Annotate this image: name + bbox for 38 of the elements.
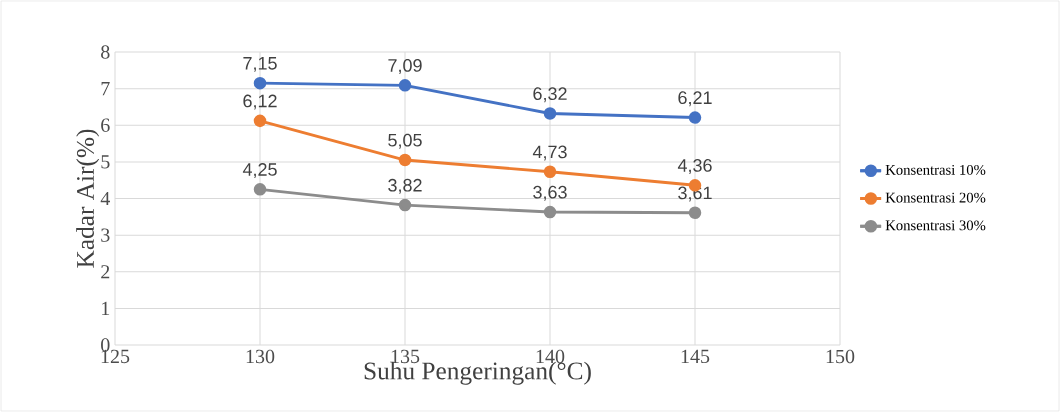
- point: [543, 205, 557, 219]
- data-label: 3,63: [533, 185, 567, 201]
- y-tick-label: 8: [101, 45, 110, 59]
- y-tick-label: 2: [101, 265, 110, 279]
- x-tick-label: 150: [826, 349, 855, 364]
- legend-label: Konsentrasi 10%: [885, 164, 986, 175]
- point: [398, 79, 412, 92]
- y-tick-label: 3: [101, 228, 110, 242]
- data-label: 4,73: [532, 145, 567, 161]
- x-tick-label: 140: [536, 349, 565, 364]
- y-tick-label: 5: [101, 155, 110, 169]
- point: [543, 165, 557, 179]
- point: [688, 111, 702, 124]
- y-tick-label: 7: [101, 82, 110, 96]
- point: [543, 107, 557, 120]
- y-tick-label: 6: [101, 118, 110, 132]
- y-tick-label: 4: [100, 191, 110, 206]
- point: [253, 76, 267, 90]
- data-label: 6,12: [243, 94, 277, 110]
- x-tick-label: 130: [246, 349, 275, 364]
- data-label: 7,09: [388, 59, 422, 74]
- y-tick-label: 1: [102, 301, 110, 315]
- x-tick-label: 145: [681, 349, 710, 364]
- point: [253, 114, 267, 128]
- point: [398, 153, 412, 167]
- legend-label: Konsentrasi 20%: [885, 192, 986, 203]
- data-label: 4,36: [677, 159, 712, 174]
- data-label: 6,21: [678, 91, 712, 107]
- point: [398, 198, 412, 212]
- point: [688, 206, 702, 220]
- point: [253, 183, 267, 196]
- data-label: 4,25: [242, 163, 277, 178]
- y-axis-title: Kadar Air(%): [76, 129, 100, 268]
- data-label: 5,05: [388, 133, 422, 149]
- legend-label: Konsentrasi 30%: [885, 220, 986, 231]
- data-label: 3,82: [388, 178, 422, 194]
- data-label: 6,32: [533, 87, 567, 103]
- data-label: 7,15: [243, 57, 277, 72]
